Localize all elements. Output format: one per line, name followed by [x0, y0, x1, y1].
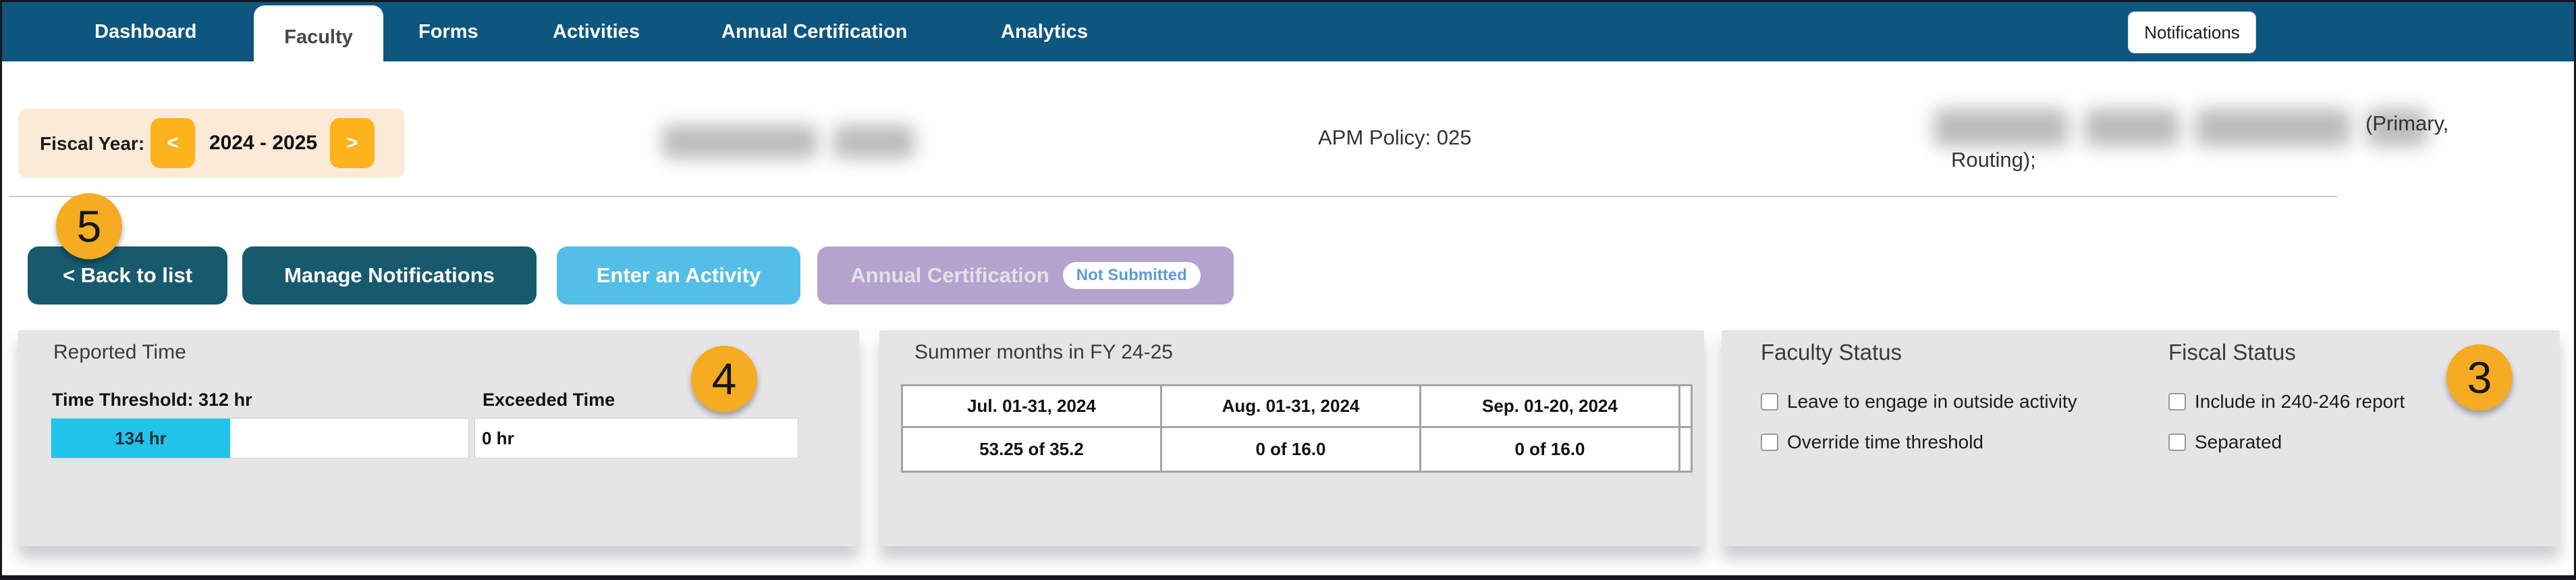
reported-time-progress-bar: 134 hr	[51, 418, 469, 458]
redacted-department	[1934, 109, 2428, 147]
redacted-name-part	[833, 125, 914, 159]
faculty-status-option-row: Leave to engage in outside activity	[1761, 391, 2077, 413]
exceeded-time-value: 0 hr	[482, 428, 514, 448]
annual-certification-button[interactable]: Annual Certification Not Submitted	[817, 246, 1234, 305]
affiliation-text-line2: Routing);	[1951, 148, 2036, 172]
redacted-dept-part	[2195, 109, 2351, 147]
notifications-button[interactable]: Notifications	[2128, 11, 2256, 53]
annual-certification-label: Annual Certification	[850, 263, 1049, 287]
faculty-status-option-row: Override time threshold	[1761, 431, 1983, 453]
top-navbar: Dashboard Faculty Forms Activities Annua…	[2, 2, 2574, 70]
redacted-dept-part	[2085, 109, 2179, 147]
redacted-dept-part	[1934, 109, 2068, 147]
table-sliver-cell	[1678, 384, 1693, 428]
checkbox-separated[interactable]	[2168, 433, 2186, 451]
checkbox-include-240-246-report[interactable]	[2168, 393, 2186, 411]
month-value-jul: 53.25 of 35.2	[901, 426, 1162, 473]
exceeded-time-bar: 0 hr	[474, 418, 798, 458]
table-header-row: Jul. 01-31, 2024 Aug. 01-31, 2024 Sep. 0…	[901, 384, 1693, 428]
affiliation-text-line1: (Primary,	[2365, 111, 2449, 135]
summer-months-title: Summer months in FY 24-25	[914, 341, 1173, 363]
back-to-list-button[interactable]: < Back to list	[28, 246, 227, 305]
reported-time-title: Reported Time	[53, 341, 186, 363]
summer-months-table: Jul. 01-31, 2024 Aug. 01-31, 2024 Sep. 0…	[901, 384, 1693, 473]
fiscal-status-heading: Fiscal Status	[2168, 340, 2296, 365]
month-header-aug: Aug. 01-31, 2024	[1160, 384, 1421, 428]
month-value-sep: 0 of 16.0	[1419, 426, 1680, 473]
month-header-jul: Jul. 01-31, 2024	[901, 384, 1162, 428]
tab-activities[interactable]: Activities	[553, 20, 640, 43]
not-submitted-badge: Not Submitted	[1062, 262, 1201, 289]
checkbox-label: Leave to engage in outside activity	[1787, 391, 2077, 412]
checkbox-override-time-threshold[interactable]	[1761, 433, 1778, 451]
annotation-badge-4: 4	[691, 346, 757, 412]
redacted-dept-part	[2367, 109, 2428, 147]
tab-annual-certification[interactable]: Annual Certification	[721, 20, 908, 43]
apm-policy-text: APM Policy: 025	[1318, 126, 1472, 149]
summer-months-panel: Summer months in FY 24-25 Jul. 01-31, 20…	[879, 330, 1704, 546]
reported-time-progress-fill: 134 hr	[51, 419, 230, 458]
fiscal-year-next-button[interactable]: >	[330, 118, 375, 168]
tab-faculty[interactable]: Faculty	[254, 5, 383, 70]
time-threshold-label: Time Threshold: 312 hr	[52, 390, 252, 410]
tab-analytics[interactable]: Analytics	[1001, 20, 1088, 43]
table-sliver-cell	[1678, 426, 1693, 473]
tab-dashboard[interactable]: Dashboard	[94, 20, 197, 43]
fiscal-year-value: 2024 - 2025	[209, 132, 318, 154]
month-header-sep: Sep. 01-20, 2024	[1419, 384, 1680, 428]
fiscal-status-option-row: Separated	[2168, 431, 2282, 453]
fiscal-year-selector: Fiscal Year: < 2024 - 2025 >	[18, 109, 404, 178]
enter-activity-button[interactable]: Enter an Activity	[557, 246, 800, 305]
checkbox-label: Include in 240-246 report	[2195, 391, 2405, 412]
status-panel: Faculty Status Fiscal Status Leave to en…	[1722, 330, 2560, 546]
exceeded-time-label: Exceeded Time	[483, 390, 615, 410]
table-value-row: 53.25 of 35.2 0 of 16.0 0 of 16.0	[901, 426, 1693, 473]
checkbox-leave-outside-activity[interactable]	[1761, 393, 1778, 411]
annotation-badge-5: 5	[56, 193, 122, 259]
checkbox-label: Separated	[2195, 431, 2282, 452]
tab-forms[interactable]: Forms	[418, 20, 478, 43]
fiscal-year-prev-button[interactable]: <	[150, 118, 195, 168]
fiscal-year-label: Fiscal Year:	[40, 133, 145, 154]
header-divider	[9, 196, 2337, 197]
fiscal-status-option-row: Include in 240-246 report	[2168, 391, 2405, 413]
redacted-name-part	[662, 125, 817, 159]
month-value-aug: 0 of 16.0	[1160, 426, 1421, 473]
annotation-badge-3: 3	[2446, 344, 2513, 411]
checkbox-label: Override time threshold	[1787, 431, 1984, 452]
manage-notifications-button[interactable]: Manage Notifications	[242, 246, 537, 305]
redacted-faculty-name	[662, 125, 914, 159]
faculty-status-heading: Faculty Status	[1761, 340, 1902, 365]
